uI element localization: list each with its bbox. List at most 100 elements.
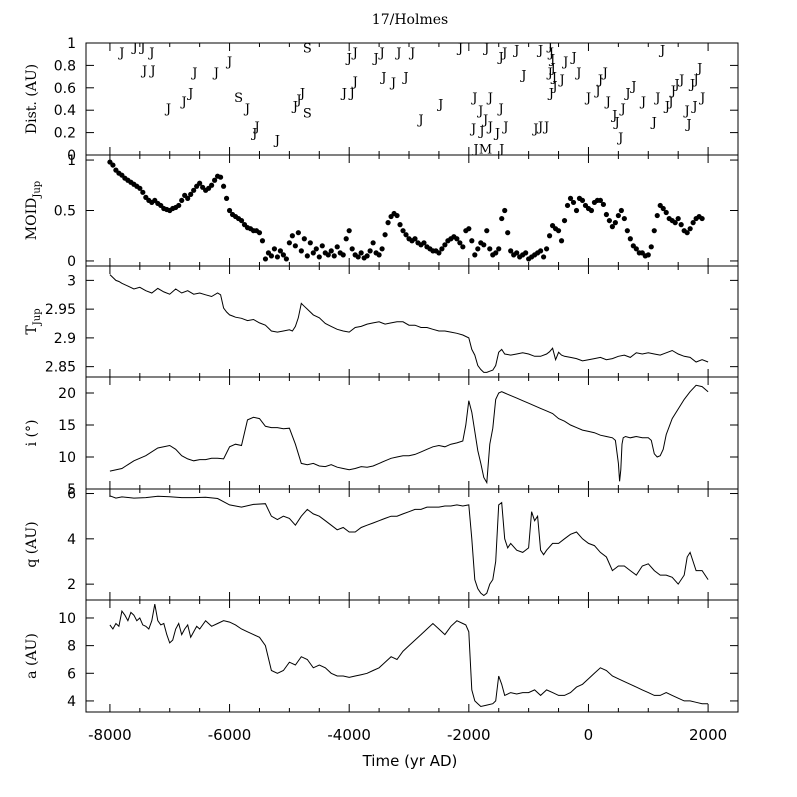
encounter-label: J bbox=[684, 118, 691, 133]
encounter-label: J bbox=[252, 120, 259, 135]
data-point bbox=[283, 256, 289, 262]
data-point bbox=[654, 212, 660, 219]
data-point bbox=[588, 207, 595, 214]
encounter-label: J bbox=[531, 122, 538, 137]
y-tick-label: 1 bbox=[67, 153, 76, 169]
data-point bbox=[185, 195, 191, 201]
encounter-label: J bbox=[348, 86, 355, 101]
data-point bbox=[370, 240, 376, 246]
data-point bbox=[457, 240, 463, 246]
data-point bbox=[564, 202, 571, 209]
data-point bbox=[286, 240, 292, 246]
data-point bbox=[645, 252, 651, 258]
encounter-label: J bbox=[613, 115, 620, 130]
data-point bbox=[558, 238, 565, 244]
plot-area bbox=[109, 384, 709, 485]
y-tick-label: 0.4 bbox=[54, 103, 76, 119]
data-point bbox=[606, 217, 612, 224]
encounter-label: J bbox=[470, 91, 477, 106]
encounter-label: J bbox=[477, 124, 484, 139]
y-tick-label: 0.5 bbox=[54, 204, 76, 220]
encounter-label: J bbox=[666, 95, 673, 110]
encounter-label: S bbox=[234, 91, 243, 106]
data-point bbox=[331, 253, 337, 259]
encounter-label: J bbox=[225, 55, 232, 70]
data-point bbox=[469, 238, 475, 244]
y-tick-label: 4 bbox=[67, 694, 76, 710]
data-point bbox=[460, 244, 466, 250]
data-point bbox=[621, 215, 627, 222]
x-axis: -8000 -6000 -4000 -2000 0 2000 bbox=[88, 726, 727, 744]
panel-a: 4 6 8 10 a (AU) bbox=[24, 599, 739, 713]
data-point bbox=[212, 177, 218, 183]
data-point bbox=[690, 220, 696, 226]
data-point bbox=[678, 222, 684, 228]
encounter-label: J bbox=[669, 84, 676, 99]
encounter-label: J bbox=[558, 73, 565, 88]
encounter-label: J bbox=[486, 120, 493, 135]
data-point bbox=[543, 246, 550, 252]
encounter-label: J bbox=[401, 71, 408, 86]
data-point bbox=[627, 236, 633, 242]
encounter-label: J bbox=[663, 100, 670, 115]
data-point bbox=[523, 250, 529, 256]
x-tick-label: -6000 bbox=[208, 726, 252, 744]
series-line bbox=[109, 604, 709, 708]
encounter-label: J bbox=[493, 127, 500, 142]
y-tick-label: 10 bbox=[58, 611, 76, 627]
y-axis-label-subscript: Jup bbox=[32, 308, 43, 326]
encounter-label: J bbox=[179, 95, 186, 110]
data-point bbox=[271, 246, 278, 252]
encounter-label: J bbox=[683, 104, 690, 119]
y-tick-label: 0.2 bbox=[54, 126, 76, 142]
data-point bbox=[334, 244, 340, 250]
panel-frame bbox=[85, 154, 739, 267]
data-point bbox=[615, 212, 621, 219]
data-point bbox=[514, 250, 520, 256]
encounter-label: J bbox=[250, 127, 257, 142]
encounter-label: J bbox=[291, 100, 298, 115]
encounter-label: M bbox=[479, 142, 492, 157]
data-point bbox=[238, 217, 245, 224]
encounter-label: J bbox=[345, 52, 352, 67]
data-point bbox=[319, 243, 325, 249]
x-tick-label: -4000 bbox=[327, 726, 371, 744]
encounter-label: J bbox=[623, 86, 630, 101]
panel-tjup: 2.85 2.9 2.95 3 TJup bbox=[24, 265, 739, 378]
data-point bbox=[256, 230, 263, 236]
encounter-label: J bbox=[650, 115, 657, 130]
data-point bbox=[274, 254, 281, 260]
data-point bbox=[137, 185, 143, 191]
data-point bbox=[555, 228, 562, 234]
data-point bbox=[412, 236, 418, 242]
encounter-label: J bbox=[672, 77, 679, 92]
data-point bbox=[567, 195, 574, 201]
y-tick-label: 10 bbox=[58, 450, 76, 466]
encounter-label: J bbox=[416, 113, 423, 128]
x-tick-label: -8000 bbox=[88, 726, 132, 744]
data-point bbox=[651, 228, 657, 234]
encounter-label: J bbox=[351, 46, 358, 61]
data-point bbox=[703, 0, 708, 3]
encounter-label: J bbox=[549, 62, 556, 77]
data-point bbox=[367, 248, 373, 254]
y-axis-label: q (AU) bbox=[24, 521, 40, 567]
data-point bbox=[349, 246, 355, 252]
encounter-label: J bbox=[547, 86, 554, 101]
data-point bbox=[394, 212, 400, 219]
data-point bbox=[624, 228, 630, 234]
encounter-label: J bbox=[695, 62, 702, 77]
encounter-label: J bbox=[351, 75, 358, 90]
data-point bbox=[561, 217, 568, 224]
encounter-label: J bbox=[547, 46, 554, 61]
data-point bbox=[538, 248, 544, 254]
encounter-label: J bbox=[212, 66, 219, 81]
encounter-label: J bbox=[148, 64, 155, 79]
encounter-label: J bbox=[294, 93, 301, 108]
data-point bbox=[220, 183, 227, 189]
y-tick-label: 4 bbox=[67, 532, 76, 548]
data-point bbox=[209, 182, 215, 188]
data-point bbox=[328, 248, 334, 254]
plot-area bbox=[109, 495, 709, 597]
